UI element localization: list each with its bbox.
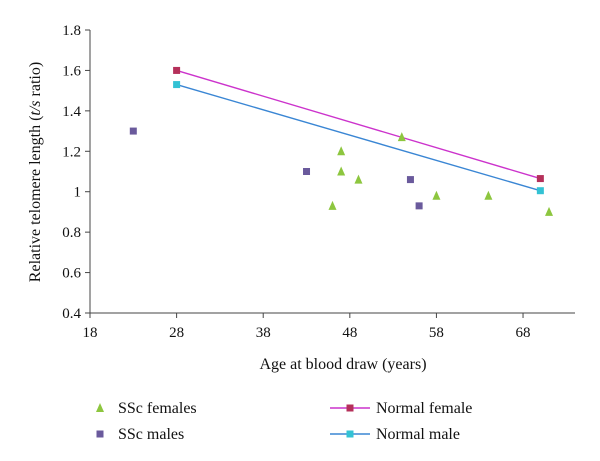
data-point-ssc-males xyxy=(303,168,311,175)
series-line-normal-male xyxy=(176,83,541,192)
y-axis-title: Relative telomere length (t/s ratio) xyxy=(27,62,44,282)
data-point-normal-male xyxy=(536,187,544,195)
x-tick-label: 28 xyxy=(169,325,184,341)
legend-marker-ssc-males xyxy=(96,430,104,438)
y-tick-label: 1.8 xyxy=(62,23,81,39)
y-tick-label: 1.4 xyxy=(62,104,81,120)
data-point-ssc-females xyxy=(354,174,363,184)
x-tick-label: 48 xyxy=(342,325,357,341)
data-point-normal-female xyxy=(173,66,181,74)
x-tick-label: 58 xyxy=(429,325,444,341)
legend-label-normal-female: Normal female xyxy=(376,400,472,417)
data-point-normal-male xyxy=(173,81,181,89)
x-axis-title: Age at blood draw (years) xyxy=(259,356,426,373)
legend-marker-ssc-females xyxy=(96,403,104,412)
legend-marker-normal-male xyxy=(346,430,354,438)
plot-area: 0.4 0.6 0.8 1 1.2 1.4 1.6 1.8 18 28 38 48 58 68 xyxy=(62,23,575,341)
data-point-ssc-females xyxy=(484,190,493,200)
legend-label-normal-male: Normal male xyxy=(376,426,460,443)
data-point-ssc-males xyxy=(129,127,137,135)
series-line-normal-female xyxy=(176,69,541,180)
data-point-ssc-females xyxy=(328,200,337,210)
data-point-ssc-males xyxy=(406,176,414,184)
y-tick-label: 1 xyxy=(74,185,82,201)
y-tick-label: 1.6 xyxy=(62,63,81,79)
x-tick-label: 38 xyxy=(256,325,271,341)
legend-label-ssc-males: SSc males xyxy=(118,426,184,443)
data-point-ssc-females xyxy=(337,166,346,176)
y-tick-label: 1.2 xyxy=(62,144,81,160)
data-point-ssc-females xyxy=(545,206,554,216)
data-point-normal-female xyxy=(536,175,544,183)
y-tick-label: 0.4 xyxy=(62,306,81,322)
x-tick-label: 68 xyxy=(516,325,531,341)
x-tick-label: 18 xyxy=(83,325,98,341)
data-point-ssc-females xyxy=(432,190,441,200)
data-point-ssc-females xyxy=(337,146,346,156)
legend: SSc females SSc males Normal female Normal … xyxy=(96,400,472,443)
legend-marker-normal-female xyxy=(346,404,354,412)
data-point-ssc-females xyxy=(397,132,406,142)
legend-label-ssc-females: SSc females xyxy=(118,400,197,417)
data-point-ssc-males xyxy=(415,202,423,210)
y-tick-label: 0.8 xyxy=(62,225,81,241)
y-tick-label: 0.6 xyxy=(62,266,81,282)
